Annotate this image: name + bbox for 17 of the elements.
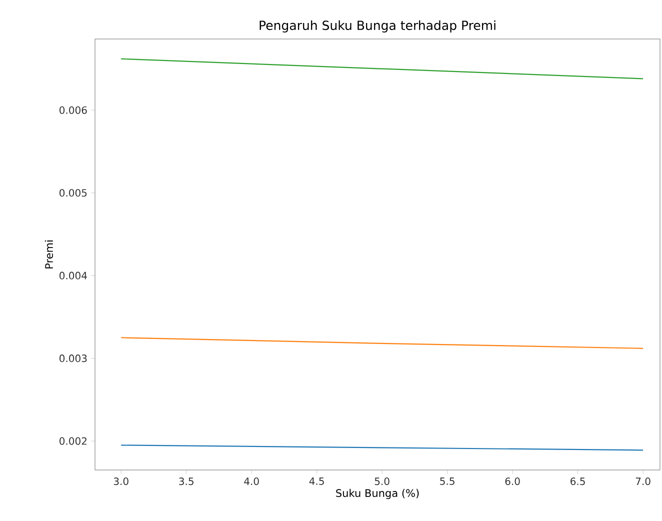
x-tick-label: 3.5 — [179, 478, 194, 486]
x-tick-label: 5.5 — [440, 478, 454, 485]
y-tick-label: 0.005 — [60, 189, 87, 197]
x-tick-label: 5.0 — [374, 478, 390, 486]
x-tick-label: 4.0 — [244, 478, 259, 486]
x-tick-label: 7.0 — [636, 478, 650, 486]
y-axis-title: Premi — [44, 240, 54, 268]
x-tick-label: 3.0 — [114, 478, 128, 486]
x-axis-title: Suku Bunga (%) — [336, 488, 419, 500]
y-tick-label: 0.006 — [60, 106, 87, 114]
chart-title: Pengaruh Suku Bunga terhadap Premi — [260, 20, 496, 32]
x-tick-label: 4.5 — [309, 478, 324, 485]
x-tick-label: 6.0 — [505, 478, 520, 486]
y-tick-label: 0.002 — [60, 437, 86, 445]
y-tick-label: 0.004 — [60, 272, 87, 280]
y-tick-label: 0.003 — [60, 354, 87, 362]
x-tick-label: 6.5 — [570, 478, 585, 486]
